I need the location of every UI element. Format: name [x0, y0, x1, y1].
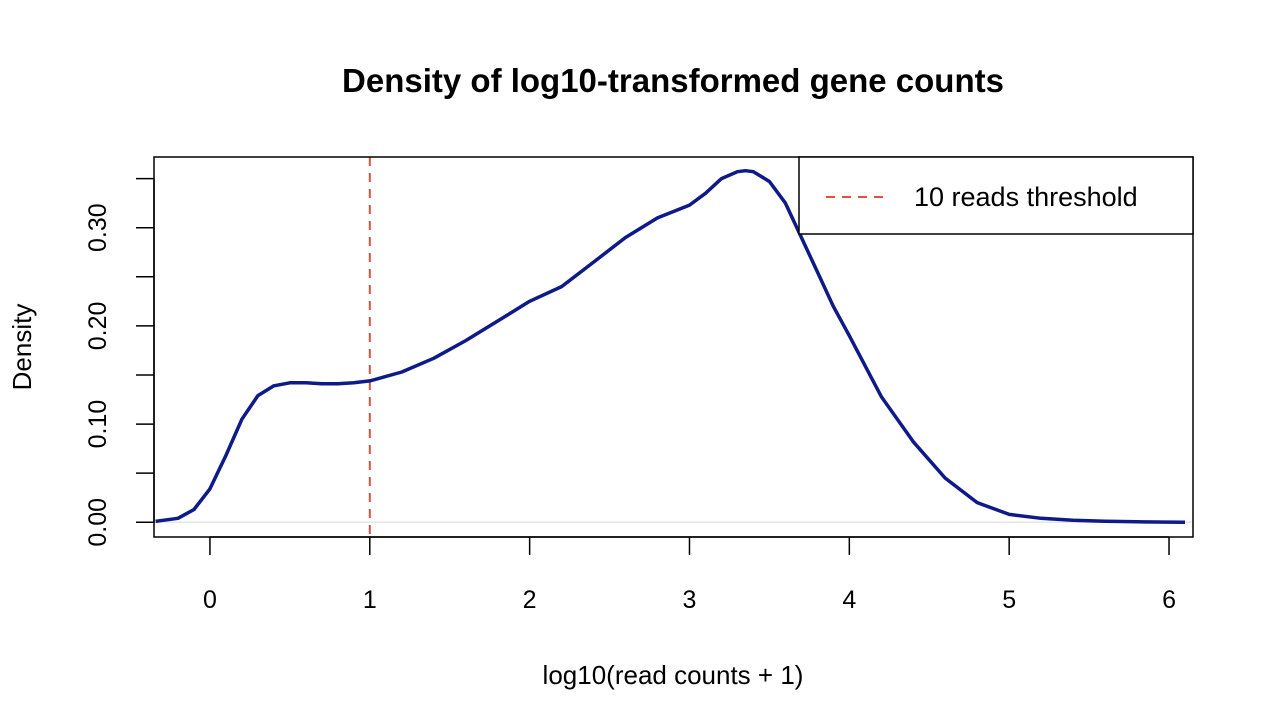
density-curve — [155, 168, 1186, 524]
x-tick-label: 3 — [683, 586, 697, 614]
x-tick-label: 4 — [842, 586, 856, 614]
legend: 10 reads threshold — [798, 156, 1194, 235]
x-tick-label: 6 — [1162, 586, 1176, 614]
x-tick-label: 5 — [1002, 586, 1016, 614]
y-tick-label: 0.00 — [84, 498, 112, 547]
x-tick-label: 0 — [203, 586, 217, 614]
y-axis-label: Density — [7, 304, 37, 391]
x-axis-label: log10(read counts + 1) — [543, 660, 804, 690]
chart-title: Density of log10-transformed gene counts — [342, 62, 1004, 99]
x-tick-label: 2 — [523, 586, 537, 614]
y-axis: 0.00 0.10 0.20 0.30 — [84, 177, 155, 547]
y-tick-label: 0.30 — [84, 203, 112, 252]
legend-box — [798, 156, 1194, 235]
x-tick-label: 1 — [363, 586, 377, 614]
y-tick-label: 0.10 — [84, 400, 112, 449]
plot-frame — [153, 156, 1194, 538]
legend-label: 10 reads threshold — [914, 182, 1138, 212]
y-tick-label: 0.20 — [84, 302, 112, 351]
x-axis: 0 1 2 3 4 5 6 — [203, 536, 1176, 614]
